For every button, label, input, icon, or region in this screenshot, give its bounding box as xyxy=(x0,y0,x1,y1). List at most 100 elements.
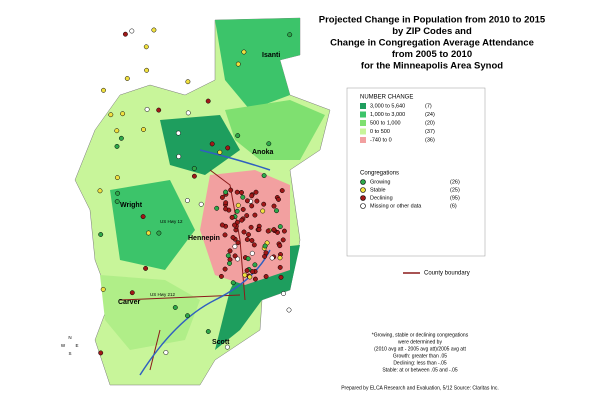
congregation-marker xyxy=(263,250,269,256)
congregation-marker xyxy=(249,250,255,256)
region-urban xyxy=(200,170,290,285)
congregation-marker xyxy=(262,243,268,249)
congregation-marker xyxy=(114,128,120,134)
legend-title: NUMBER CHANGE xyxy=(360,95,413,101)
county-boundary-line xyxy=(119,169,246,371)
congregation-marker xyxy=(140,214,146,220)
congregation-marker xyxy=(222,232,228,238)
credit: Prepared by ELCA Research and Evaluation… xyxy=(341,385,499,391)
congregation-marker xyxy=(191,165,197,171)
congregation-marker xyxy=(276,196,281,202)
congregation-marker xyxy=(277,224,283,230)
congregation-marker xyxy=(239,217,245,223)
congregation-marker xyxy=(230,235,236,240)
legend-count: (6) xyxy=(450,203,457,209)
legend-marker xyxy=(360,195,366,201)
congregation-marker xyxy=(224,344,230,350)
congregation-marker xyxy=(244,268,250,273)
note-line: (2010 avg att - 2005 avg att)/2005 avg a… xyxy=(374,346,466,352)
congregation-marker xyxy=(240,206,246,212)
congregation-marker xyxy=(205,329,211,334)
legend-swatch xyxy=(360,128,366,135)
congregation-marker xyxy=(261,201,267,207)
congregation-marker xyxy=(249,238,255,243)
congregation-marker xyxy=(129,28,135,34)
congregation-markers xyxy=(97,27,293,356)
congregation-marker xyxy=(261,173,267,179)
road-label: US Hwy 212 xyxy=(150,292,176,297)
county-label: Isanti xyxy=(262,52,280,59)
congregation-marker xyxy=(232,253,238,259)
congregation-marker xyxy=(232,222,237,228)
congregation-marker xyxy=(227,248,233,254)
congregation-marker xyxy=(214,205,220,211)
congregation-marker xyxy=(277,255,283,261)
congregation-marker xyxy=(100,286,106,292)
congregation-marker xyxy=(235,61,241,67)
congregation-marker xyxy=(146,230,151,236)
legend-swatch xyxy=(360,137,366,143)
county-label: Carver xyxy=(118,299,140,306)
congregation-marker xyxy=(232,244,238,249)
congregation-marker xyxy=(265,228,271,234)
congregation-marker xyxy=(245,256,251,262)
legend-label: County boundary xyxy=(424,271,470,277)
legend-title: Congregations xyxy=(360,171,399,177)
compass-label: E xyxy=(75,343,78,348)
congregation-marker xyxy=(228,187,234,193)
congregation-marker xyxy=(223,189,229,195)
congregation-marker xyxy=(98,350,104,356)
congregation-marker xyxy=(254,198,260,204)
congregation-marker xyxy=(219,194,225,200)
congregation-marker xyxy=(209,141,215,147)
congregation-marker xyxy=(101,87,106,93)
congregation-marker xyxy=(114,199,120,204)
congregation-marker xyxy=(279,188,285,194)
congregation-marker xyxy=(281,291,286,297)
congregation-marker xyxy=(244,213,250,219)
congregation-marker xyxy=(122,31,128,37)
title-line: Change in Congregation Average Attendanc… xyxy=(330,38,534,49)
congregation-marker xyxy=(230,280,236,286)
congregation-marker xyxy=(185,313,190,319)
congregation-marker xyxy=(97,188,103,194)
region-isanti xyxy=(215,18,300,110)
congregation-marker xyxy=(217,149,223,155)
congregation-marker xyxy=(242,272,248,278)
congregation-marker xyxy=(184,198,190,203)
county-label: Hennepin xyxy=(188,235,220,242)
congregation-marker xyxy=(277,264,283,270)
congregation-marker xyxy=(185,79,191,85)
congregation-marker xyxy=(247,274,253,280)
congregation-marker xyxy=(235,240,241,246)
map-labels: Isanti Anoka Wright Hennepin Carver Scott US H… xyxy=(61,52,280,356)
congregation-marker xyxy=(141,127,146,132)
congregation-marker xyxy=(185,110,191,116)
congregation-marker xyxy=(249,193,255,199)
congregation-marker xyxy=(287,32,293,38)
river xyxy=(139,249,271,376)
congregation-marker xyxy=(252,276,258,282)
congregation-marker xyxy=(244,237,250,242)
congregation-marker xyxy=(218,273,224,279)
congregation-marker xyxy=(124,76,130,81)
congregation-marker xyxy=(241,49,247,55)
congregation-marker xyxy=(286,307,292,313)
county-label: Anoka xyxy=(252,149,274,156)
compass-label: N xyxy=(68,335,71,340)
legend-label: 1,000 to 3,000 xyxy=(370,112,405,118)
region-carver xyxy=(100,275,200,350)
congregation-marker xyxy=(235,133,241,139)
legend-count: (95) xyxy=(450,195,460,201)
county-label: Wright xyxy=(120,202,143,209)
congregation-marker xyxy=(172,305,178,310)
legend-label: Growing xyxy=(370,179,390,185)
note-line: Stable: at or between .05 and -.05 xyxy=(382,367,458,373)
region-anoka xyxy=(225,100,325,160)
congregation-marker xyxy=(271,203,277,209)
congregation-marker xyxy=(151,27,157,33)
congregation-marker xyxy=(225,145,231,151)
congregation-marker xyxy=(253,189,259,195)
legend-marker xyxy=(360,179,366,185)
congregation-marker xyxy=(205,98,211,104)
